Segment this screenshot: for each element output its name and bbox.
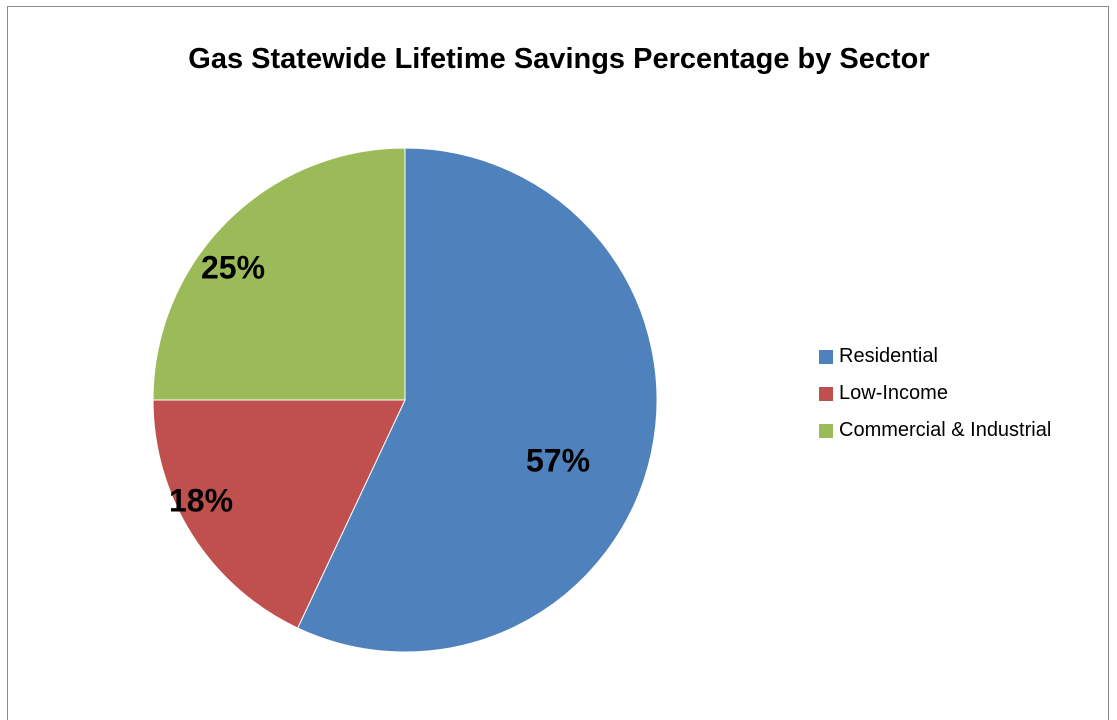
chart-frame: Gas Statewide Lifetime Savings Percentag… <box>7 6 1109 720</box>
legend-swatch-residential <box>819 349 833 364</box>
legend-item-low-income: Low-Income <box>819 375 1051 412</box>
slice-label-commercial-and-industrial: 25% <box>201 249 265 285</box>
legend-swatch-commercial-industrial <box>819 423 833 438</box>
legend-label-residential: Residential <box>839 345 938 367</box>
legend-item-commercial-industrial: Commercial & Industrial <box>819 412 1051 449</box>
legend: Residential Low-Income Commercial & Indu… <box>819 338 1051 449</box>
legend-label-low-income: Low-Income <box>839 382 948 404</box>
pie-slice-residential <box>297 147 658 653</box>
legend-item-residential: Residential <box>819 338 1051 375</box>
legend-swatch-low-income <box>819 386 833 401</box>
slice-label-residential: 57% <box>526 442 590 478</box>
slice-labels: 57% 18% 25% <box>169 249 590 518</box>
legend-label-commercial-industrial: Commercial & Industrial <box>839 419 1052 441</box>
pie-slice-commercial-and-industrial <box>152 147 406 401</box>
pie-slices <box>152 147 658 653</box>
chart-title: Gas Statewide Lifetime Savings Percentag… <box>188 43 930 75</box>
pie-chart: 57% 18% 25% <box>152 147 658 653</box>
slice-label-low-income: 18% <box>169 482 233 518</box>
pie-slice-low-income <box>152 399 406 629</box>
